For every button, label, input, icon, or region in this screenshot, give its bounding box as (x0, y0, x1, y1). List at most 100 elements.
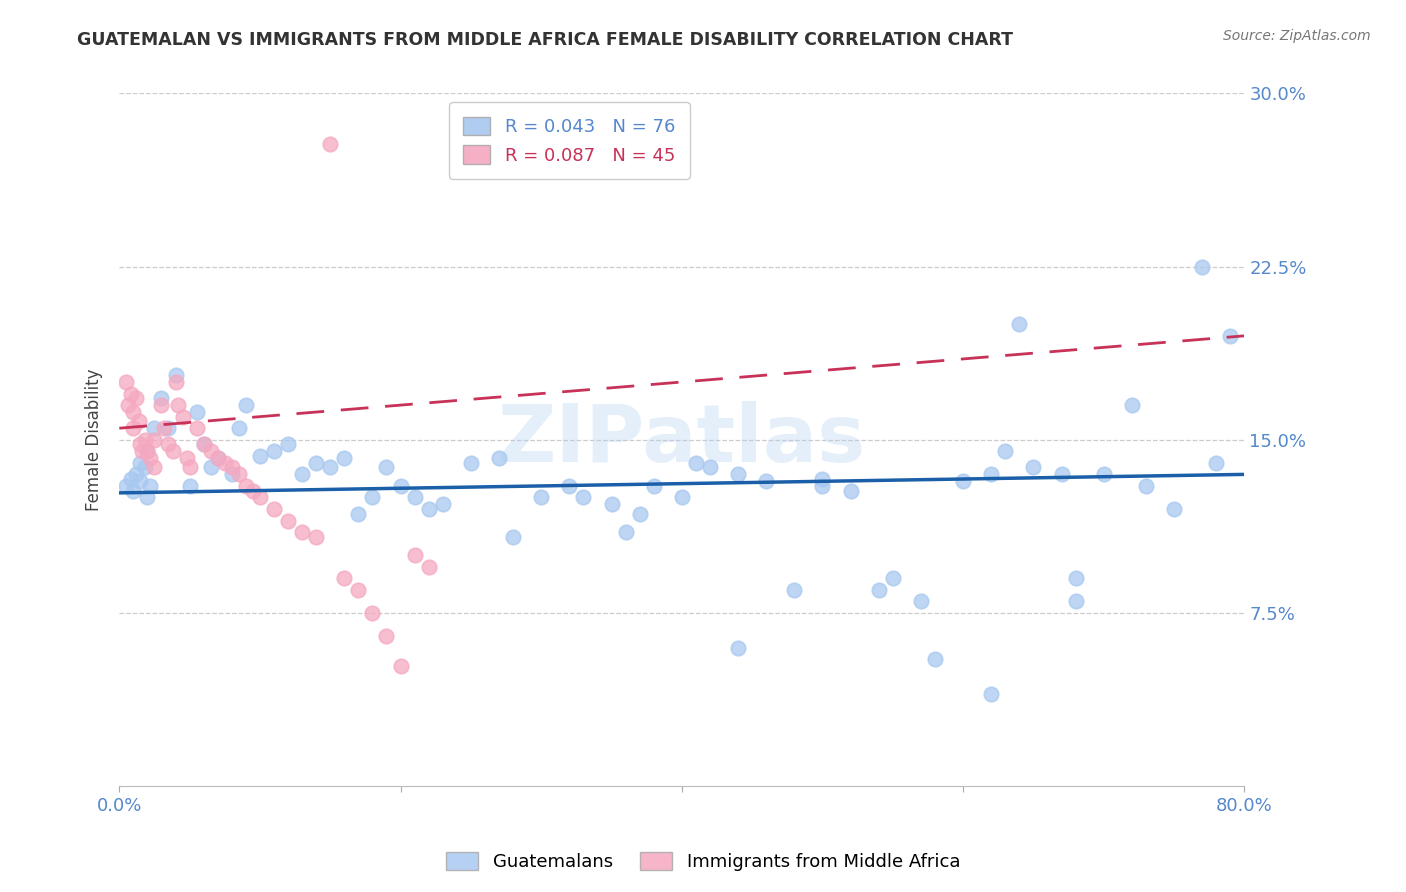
Point (167, 398, 190, 412)
Point (139, 451, 162, 466)
Point (120, 472, 142, 486)
Point (305, 530, 328, 544)
Point (727, 640, 749, 655)
Text: Source: ZipAtlas.com: Source: ZipAtlas.com (1223, 29, 1371, 43)
Point (136, 444, 159, 458)
Point (263, 444, 285, 458)
Point (1092, 467, 1115, 482)
Text: GUATEMALAN VS IMMIGRANTS FROM MIDDLE AFRICA FEMALE DISABILITY CORRELATION CHART: GUATEMALAN VS IMMIGRANTS FROM MIDDLE AFR… (77, 31, 1014, 49)
Point (980, 467, 1002, 482)
Point (347, 507, 370, 521)
Point (139, 479, 162, 493)
Point (1205, 456, 1227, 470)
Point (291, 525, 314, 540)
Point (910, 594, 932, 608)
Point (115, 479, 138, 493)
Point (179, 460, 201, 475)
Point (1219, 328, 1241, 343)
Point (980, 687, 1002, 701)
Point (134, 460, 156, 475)
Point (249, 449, 271, 463)
Point (176, 451, 198, 466)
Point (228, 467, 250, 482)
Point (165, 368, 187, 383)
Point (128, 414, 150, 428)
Point (165, 375, 187, 389)
Legend: Guatemalans, Immigrants from Middle Africa: Guatemalans, Immigrants from Middle Afri… (439, 845, 967, 879)
Point (1135, 479, 1157, 493)
Point (122, 405, 145, 419)
Point (1163, 502, 1185, 516)
Point (488, 451, 510, 466)
Point (172, 409, 194, 424)
Point (249, 491, 271, 505)
Point (614, 525, 637, 540)
Point (131, 444, 153, 458)
Point (361, 606, 384, 620)
Point (129, 475, 152, 489)
Point (404, 491, 426, 505)
Point (263, 502, 285, 516)
Point (129, 437, 152, 451)
Point (1022, 460, 1045, 475)
Point (186, 405, 208, 419)
Point (839, 483, 862, 498)
Point (228, 421, 250, 435)
Point (193, 437, 215, 451)
Point (122, 421, 145, 435)
Point (129, 456, 152, 470)
Point (221, 460, 243, 475)
Point (221, 467, 243, 482)
Point (134, 433, 156, 447)
Point (347, 582, 370, 597)
Point (150, 391, 173, 405)
Point (530, 491, 553, 505)
Point (994, 444, 1017, 458)
Point (727, 467, 749, 482)
Legend: R = 0.043   N = 76, R = 0.087   N = 45: R = 0.043 N = 76, R = 0.087 N = 45 (449, 103, 690, 179)
Point (305, 456, 328, 470)
Y-axis label: Female Disability: Female Disability (86, 368, 103, 511)
Point (811, 479, 834, 493)
Point (157, 421, 180, 435)
Point (502, 530, 524, 544)
Point (200, 444, 222, 458)
Point (157, 437, 180, 451)
Point (193, 437, 215, 451)
Point (1191, 260, 1213, 274)
Point (277, 437, 299, 451)
Point (418, 502, 440, 516)
Point (671, 491, 693, 505)
Point (136, 491, 159, 505)
Point (432, 497, 454, 511)
Point (207, 451, 229, 466)
Point (125, 391, 148, 405)
Point (143, 433, 166, 447)
Point (319, 460, 342, 475)
Point (643, 479, 665, 493)
Point (418, 559, 440, 574)
Point (186, 421, 208, 435)
Point (319, 137, 342, 152)
Point (375, 460, 398, 475)
Point (1064, 594, 1087, 608)
Point (143, 421, 166, 435)
Point (868, 582, 890, 597)
Point (200, 460, 222, 475)
Point (389, 659, 412, 673)
Point (375, 629, 398, 643)
Point (333, 451, 356, 466)
Point (882, 571, 904, 585)
Point (685, 456, 707, 470)
Point (1121, 398, 1143, 412)
Point (924, 652, 946, 666)
Point (214, 456, 236, 470)
Point (628, 507, 651, 521)
Point (460, 456, 482, 470)
Point (558, 479, 581, 493)
Point (811, 472, 834, 486)
Point (115, 375, 138, 389)
Point (242, 483, 264, 498)
Point (120, 386, 142, 401)
Point (389, 479, 412, 493)
